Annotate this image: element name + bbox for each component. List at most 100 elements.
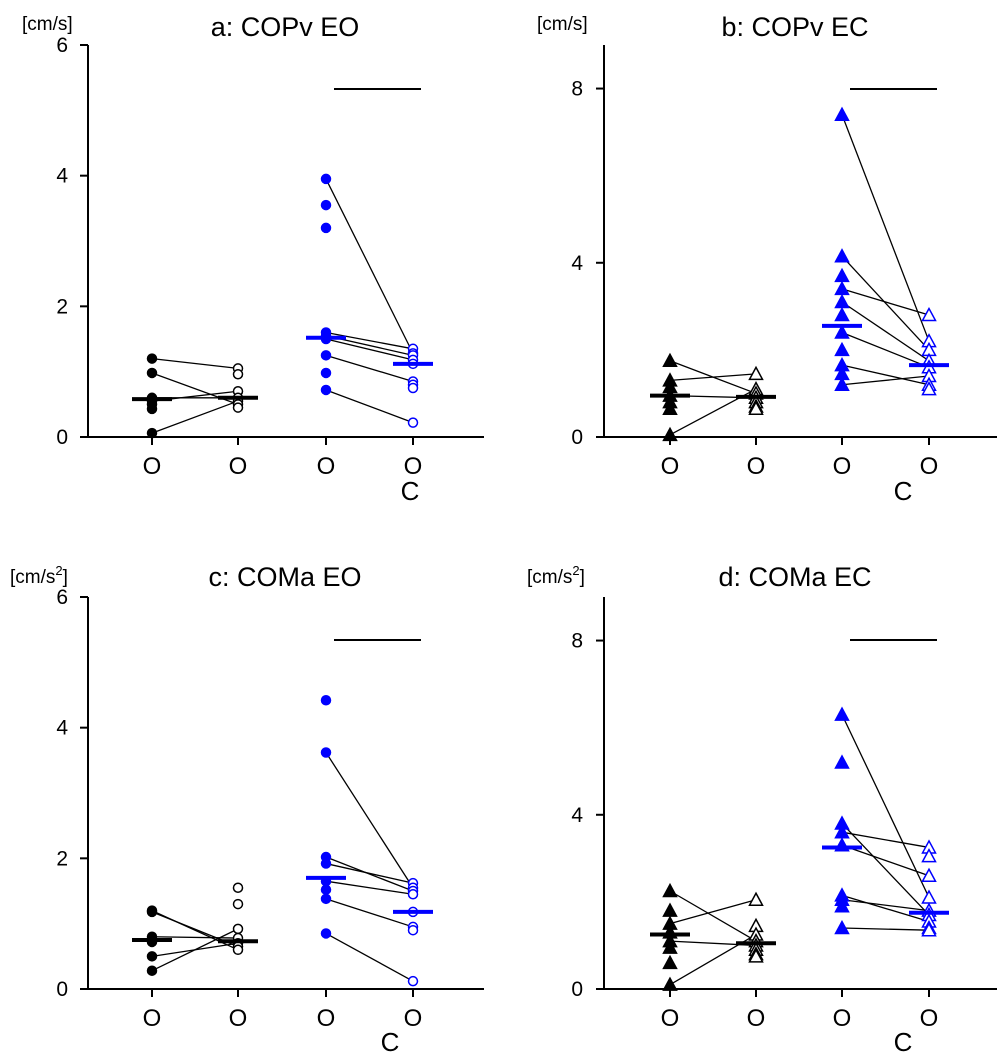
- data-point: [662, 426, 678, 442]
- pair-line: [151, 928, 239, 972]
- data-point: [232, 944, 244, 956]
- pair-line: [669, 899, 757, 925]
- pair-line: [841, 301, 930, 362]
- y-tick-label: 4: [571, 252, 583, 275]
- data-point: [921, 381, 937, 396]
- pair-line: [841, 114, 930, 342]
- pair-line: [841, 375, 930, 386]
- pair-line: [841, 831, 930, 849]
- group-sublabel: C: [894, 476, 913, 506]
- x-category-label: O: [920, 1005, 939, 1032]
- data-point: [662, 352, 678, 368]
- data-point: [320, 893, 332, 905]
- data-point: [662, 882, 678, 898]
- data-point: [834, 267, 850, 283]
- x-category-label: O: [661, 453, 680, 480]
- y-tick-label: 6: [56, 34, 68, 57]
- pair-line: [151, 357, 239, 370]
- x-category-label: O: [317, 1005, 336, 1032]
- panel-title: c: COMa EO: [208, 562, 361, 592]
- y-tick-label: 4: [56, 717, 68, 740]
- x-category-label: O: [404, 1005, 423, 1032]
- pair-line: [841, 844, 930, 877]
- y-tick-label: 6: [56, 586, 68, 609]
- y-unit-label: [cm/s]: [537, 14, 588, 35]
- y-tick-label: 8: [571, 78, 583, 101]
- data-point: [407, 417, 419, 428]
- data-point: [232, 923, 244, 935]
- pair-line: [325, 898, 414, 928]
- data-point: [834, 248, 850, 263]
- group-sublabel: C: [401, 476, 420, 506]
- data-point: [320, 858, 332, 869]
- data-point: [320, 199, 332, 211]
- data-point: [748, 948, 764, 963]
- x-category-label: O: [229, 453, 248, 480]
- pair-line: [669, 373, 757, 382]
- pair-line: [151, 400, 239, 434]
- group-sublabel: C: [894, 1027, 913, 1053]
- data-point: [320, 367, 332, 379]
- data-point: [921, 848, 937, 863]
- pair-line: [325, 389, 414, 424]
- pair-line: [325, 880, 414, 895]
- y-tick-label: 0: [56, 426, 68, 449]
- data-point: [320, 222, 332, 234]
- data-point: [662, 939, 678, 954]
- x-category-label: O: [920, 453, 939, 480]
- data-point: [407, 889, 419, 900]
- y-unit-label: [cm/s2]: [10, 563, 68, 588]
- pair-line: [325, 331, 414, 350]
- data-point: [320, 928, 332, 939]
- data-point: [232, 369, 244, 380]
- data-point: [921, 306, 937, 322]
- x-category-label: O: [661, 1005, 680, 1032]
- pair-line: [669, 890, 757, 942]
- y-tick-label: 0: [571, 978, 583, 1001]
- data-point: [834, 919, 850, 935]
- data-point: [407, 382, 419, 394]
- data-point: [921, 867, 937, 883]
- data-point: [834, 106, 850, 121]
- x-category-label: O: [747, 1005, 766, 1032]
- panel-title: a: COPv EO: [211, 12, 360, 42]
- data-point: [146, 427, 158, 439]
- data-point: [232, 898, 244, 910]
- data-point: [834, 754, 850, 769]
- data-point: [834, 706, 850, 721]
- pair-line: [841, 364, 930, 386]
- data-point: [320, 747, 332, 758]
- data-point: [146, 403, 158, 415]
- group-sublabel: C: [381, 1027, 400, 1053]
- data-point: [834, 306, 850, 322]
- pair-line: [841, 331, 930, 368]
- y-tick-label: 2: [56, 295, 68, 318]
- pair-line: [841, 899, 930, 912]
- x-category-label: O: [833, 1005, 852, 1032]
- pair-line: [325, 354, 414, 383]
- data-point: [320, 884, 332, 895]
- pair-line: [841, 927, 930, 931]
- data-point: [232, 882, 244, 893]
- data-point: [834, 376, 850, 391]
- y-tick-label: 4: [571, 804, 583, 827]
- y-tick-label: 0: [56, 978, 68, 1001]
- pair-line: [841, 714, 930, 898]
- pair-line: [325, 862, 414, 884]
- x-category-label: O: [404, 453, 423, 480]
- data-point: [320, 694, 332, 706]
- data-point: [921, 922, 937, 937]
- data-point: [834, 280, 850, 296]
- panel-title: b: COPv EC: [721, 12, 868, 42]
- x-category-label: O: [143, 1005, 162, 1032]
- pair-line: [325, 338, 414, 361]
- pair-line: [841, 894, 930, 923]
- data-point: [232, 402, 244, 413]
- data-point: [748, 365, 764, 381]
- pair-line: [325, 932, 414, 982]
- data-point: [834, 324, 850, 339]
- pair-line: [841, 823, 930, 916]
